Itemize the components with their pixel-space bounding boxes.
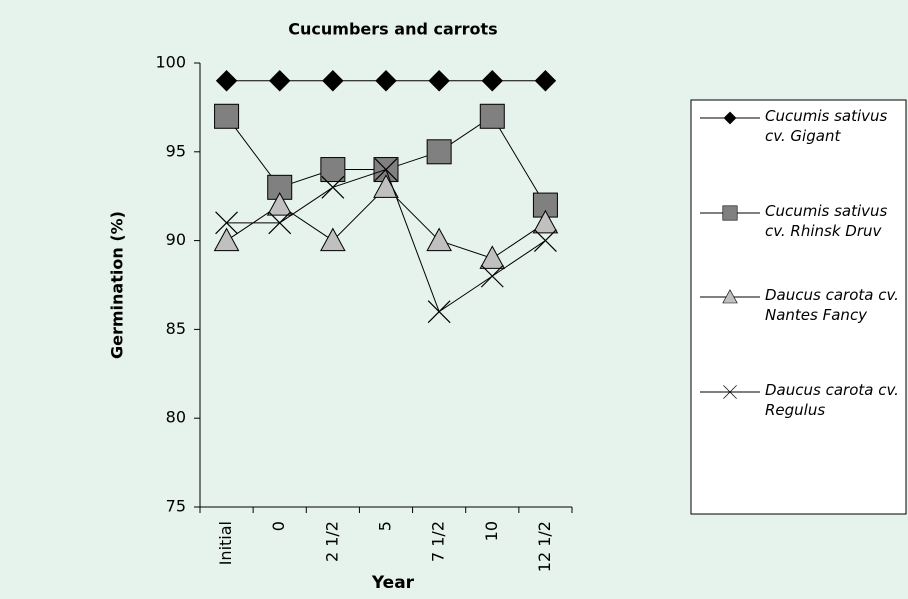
x-marker: [534, 229, 557, 253]
x-tick-label: 2 1/2: [322, 521, 341, 562]
legend-entry: Cucumis sativus cv. Rhinsk Druv: [765, 202, 888, 240]
legend-entry: Daucus carota cv. Nantes Fancy: [765, 286, 899, 324]
x-marker: [321, 175, 345, 199]
square-marker: [214, 103, 240, 129]
x-axis-label: Year: [371, 573, 415, 593]
x-tick-label: 10: [482, 521, 501, 541]
legend-marker: [723, 111, 737, 125]
triangle-marker: [426, 227, 452, 252]
diamond-marker: [322, 70, 344, 92]
square-marker: [320, 157, 346, 183]
legend-marker: [723, 385, 737, 399]
y-tick-label: 80: [166, 408, 186, 427]
y-tick-label: 75: [166, 497, 186, 516]
legend-entry: Daucus carota cv. Regulus: [765, 381, 899, 419]
x-marker: [427, 300, 451, 324]
y-tick-label: 85: [166, 319, 186, 338]
legend-box: [690, 99, 907, 515]
diamond-marker: [215, 70, 238, 92]
x-tick-label: 0: [269, 521, 288, 531]
legend-label: Daucus carota cv. Nantes Fancy: [765, 286, 899, 324]
x-tick-label: 7 1/2: [429, 521, 448, 562]
x-marker: [480, 264, 504, 288]
x-marker: [268, 211, 292, 235]
triangle-marker: [479, 245, 506, 269]
x-tick-label: Initial: [216, 521, 235, 565]
legend-entry: Cucumis sativus cv. Gigant: [765, 107, 888, 145]
x-tick-label: 12 1/2: [535, 521, 554, 572]
diamond-marker: [534, 70, 557, 92]
x-marker: [215, 211, 238, 235]
x-marker: [374, 158, 398, 181]
y-axis-label: Germination (%): [108, 211, 127, 359]
diamond-marker: [428, 70, 450, 92]
legend-label: Cucumis sativus cv. Rhinsk Druv: [765, 202, 888, 240]
triangle-marker: [320, 227, 346, 252]
legend-marker: [722, 289, 738, 304]
legend-label: Cucumis sativus cv. Gigant: [765, 107, 888, 145]
x-tick-label: 5: [376, 521, 395, 531]
diamond-marker: [481, 70, 503, 92]
y-tick-label: 95: [166, 141, 186, 160]
diamond-marker: [375, 70, 397, 92]
square-marker: [479, 103, 505, 129]
y-tick-label: 100: [155, 53, 186, 72]
chart-title: Cucumbers and carrots: [288, 20, 497, 39]
square-marker: [426, 139, 452, 165]
triangle-marker: [532, 209, 559, 234]
triangle-marker: [213, 227, 240, 252]
legend-label: Daucus carota cv. Regulus: [765, 381, 899, 419]
diamond-marker: [269, 70, 291, 92]
triangle-marker: [266, 192, 293, 216]
legend-marker: [722, 205, 738, 221]
y-tick-label: 90: [166, 230, 186, 249]
